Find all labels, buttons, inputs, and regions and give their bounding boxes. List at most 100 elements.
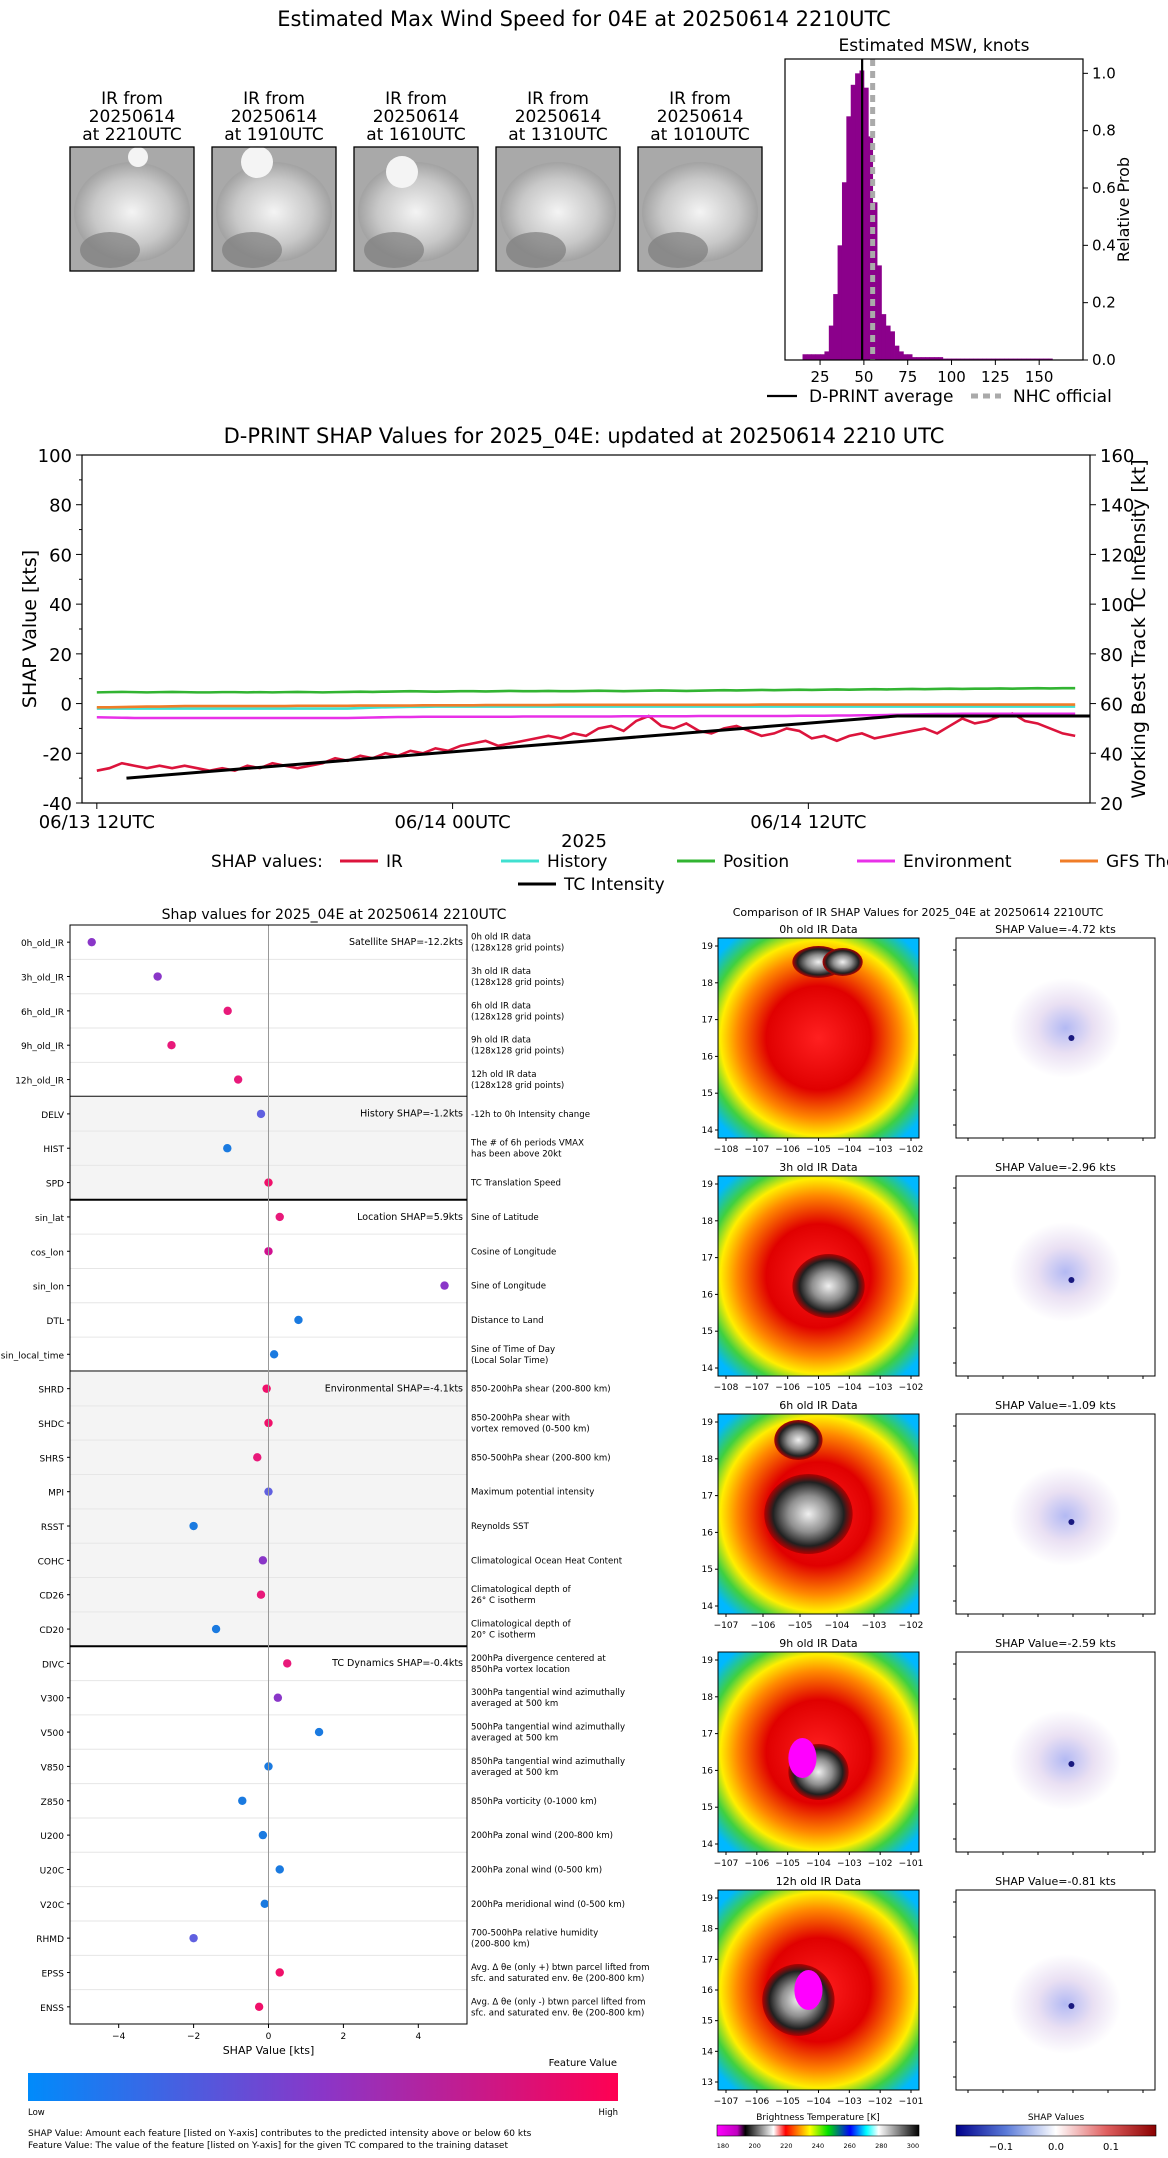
ts-y2tick-label: 40 — [1100, 744, 1123, 765]
feature-point — [314, 1727, 324, 1737]
group-label: TC Dynamics SHAP=-0.4kts — [331, 1658, 463, 1669]
feature-desc: Distance to Land — [471, 1316, 544, 1326]
hist-bar — [1043, 358, 1049, 360]
hist-bar — [938, 357, 944, 360]
feature-desc: 12h old IR data — [471, 1070, 537, 1080]
shap-colorbar-tick: 0.1 — [1103, 2142, 1119, 2153]
ir-ytick-label: 18 — [702, 1217, 714, 1227]
hist-ytick-label: 0.6 — [1092, 179, 1116, 197]
feature-desc: 850hPa tangential wind azimuthally — [471, 1757, 625, 1767]
shap-panel-title: SHAP Value=-2.96 kts — [995, 1161, 1116, 1174]
hist-bar — [986, 358, 992, 360]
thumb-shadow — [364, 232, 424, 268]
bee-xtick-label: 2 — [341, 2032, 347, 2042]
feature-desc: 850hPa vorticity (0-1000 km) — [471, 1797, 597, 1807]
ir-ytick-label: 17 — [702, 1492, 713, 1502]
bee-xlabel: SHAP Value [kts] — [223, 2044, 315, 2057]
hist-bar — [868, 136, 874, 360]
thumb-label-1: IR from — [385, 89, 447, 109]
feature-desc: (128x128 grid points) — [471, 978, 564, 988]
shap-feature-chart: Shap values for 2025_04E at 20250614 221… — [1, 907, 650, 2151]
feature-point — [294, 1315, 303, 1325]
feature-point — [256, 1590, 266, 1599]
hist-ytick-label: 0.2 — [1092, 294, 1116, 312]
ir-xtick-label: −102 — [899, 1621, 924, 1631]
feature-desc: averaged at 500 km — [471, 1734, 558, 1744]
hist-bar — [925, 357, 931, 360]
hist-bar — [907, 354, 913, 360]
feature-desc: (128x128 grid points) — [471, 1012, 564, 1022]
ir-xtick-label: −108 — [714, 1145, 739, 1155]
ir-ytick-label: 18 — [702, 979, 714, 989]
ir-panel-title: 0h old IR Data — [779, 923, 857, 936]
shap-panel-title: SHAP Value=-4.72 kts — [995, 923, 1116, 936]
ir-xtick-label: −104 — [837, 1383, 862, 1393]
feature-point — [253, 1453, 262, 1462]
hist-ytick-label: 0.0 — [1092, 351, 1116, 369]
shap-map-frame — [955, 1889, 1156, 2091]
ts-ytick-label: 40 — [49, 595, 72, 616]
feature-desc: (128x128 grid points) — [471, 1081, 564, 1091]
hist-bar — [824, 351, 830, 360]
thumb-shadow — [648, 232, 708, 268]
timeseries-frame — [81, 454, 1091, 804]
feature-name: SPD — [46, 1180, 64, 1190]
ir-xtick-label: −105 — [775, 1859, 800, 1869]
feature-colorbar-high: High — [598, 2108, 618, 2118]
ts-xtick-label: 06/14 00UTC — [394, 812, 510, 833]
feature-desc: 850-200hPa shear with — [471, 1413, 570, 1423]
feature-desc: 700-500hPa relative humidity — [471, 1929, 598, 1939]
feature-desc: 20° C isotherm — [471, 1631, 536, 1641]
ir-ytick-label: 16 — [702, 1290, 714, 1300]
ir-ytick-label: 17 — [702, 1955, 713, 1965]
shap-map-frame — [955, 1651, 1156, 1853]
feature-point — [440, 1281, 449, 1290]
ts-ytick-label: 60 — [49, 545, 72, 566]
feature-name: V300 — [41, 1695, 65, 1705]
feature-desc: 9h old IR data — [471, 1036, 531, 1046]
hist-xtick-label: 125 — [981, 368, 1010, 386]
hist-bar — [1004, 358, 1009, 360]
shap-map-pattern — [1009, 1710, 1122, 1810]
bt-colorbar-tick: 280 — [875, 2142, 887, 2150]
ts-ytick-label: 20 — [49, 645, 72, 666]
hist-xtick-label: 75 — [898, 368, 917, 386]
feature-point — [256, 1109, 266, 1119]
hist-bar — [837, 245, 843, 360]
ts-y2tick-label: 60 — [1100, 695, 1123, 716]
feature-point — [275, 1865, 284, 1874]
series-line-tc-intensity — [126, 714, 1090, 780]
thumb-label-1: IR from — [101, 89, 163, 109]
ir-xtick-label: −107 — [714, 1621, 739, 1631]
hist-bar — [877, 265, 882, 360]
ir-xtick-label: −102 — [868, 1859, 893, 1869]
ir-xtick-label: −106 — [775, 1145, 800, 1155]
thumb-label-2: 20250614 — [515, 107, 602, 127]
feature-name: U20C — [40, 1866, 64, 1876]
ir-ytick-label: 15 — [702, 2017, 713, 2027]
footnote: Feature Value: The value of the feature … — [28, 2141, 508, 2151]
ir-ytick-label: 15 — [702, 1803, 713, 1813]
hist-xtick-label: 150 — [1025, 368, 1054, 386]
feature-desc: 200hPa divergence centered at — [471, 1654, 606, 1664]
ir-ytick-label: 16 — [702, 1766, 714, 1776]
hist-frame — [784, 58, 1084, 361]
ts-ytick-label: 0 — [61, 695, 72, 716]
shap-panel-title: SHAP Value=-0.81 kts — [995, 1875, 1116, 1888]
ts-y2tick-label: 120 — [1100, 545, 1134, 566]
ir-xtick-label: −106 — [751, 1621, 776, 1631]
hist-bar — [977, 358, 983, 360]
hist-ytick-label: 1.0 — [1092, 64, 1116, 82]
thumb-frame — [69, 146, 195, 272]
hist-bar — [903, 354, 909, 360]
feature-name: DTL — [47, 1317, 64, 1327]
feature-desc: Avg. Δ θe (only +) btwn parcel lifted fr… — [471, 1963, 650, 1973]
thumb-frame — [353, 146, 479, 272]
hist-bar — [951, 358, 957, 360]
ir-xtick-label: −103 — [868, 1383, 893, 1393]
feature-desc: 300hPa tangential wind azimuthally — [471, 1688, 625, 1698]
series-line-gfs-thermo — [96, 703, 1076, 709]
hist-bar — [855, 73, 860, 360]
feature-name: SHRS — [40, 1454, 65, 1464]
feature-desc: (128x128 grid points) — [471, 944, 564, 954]
